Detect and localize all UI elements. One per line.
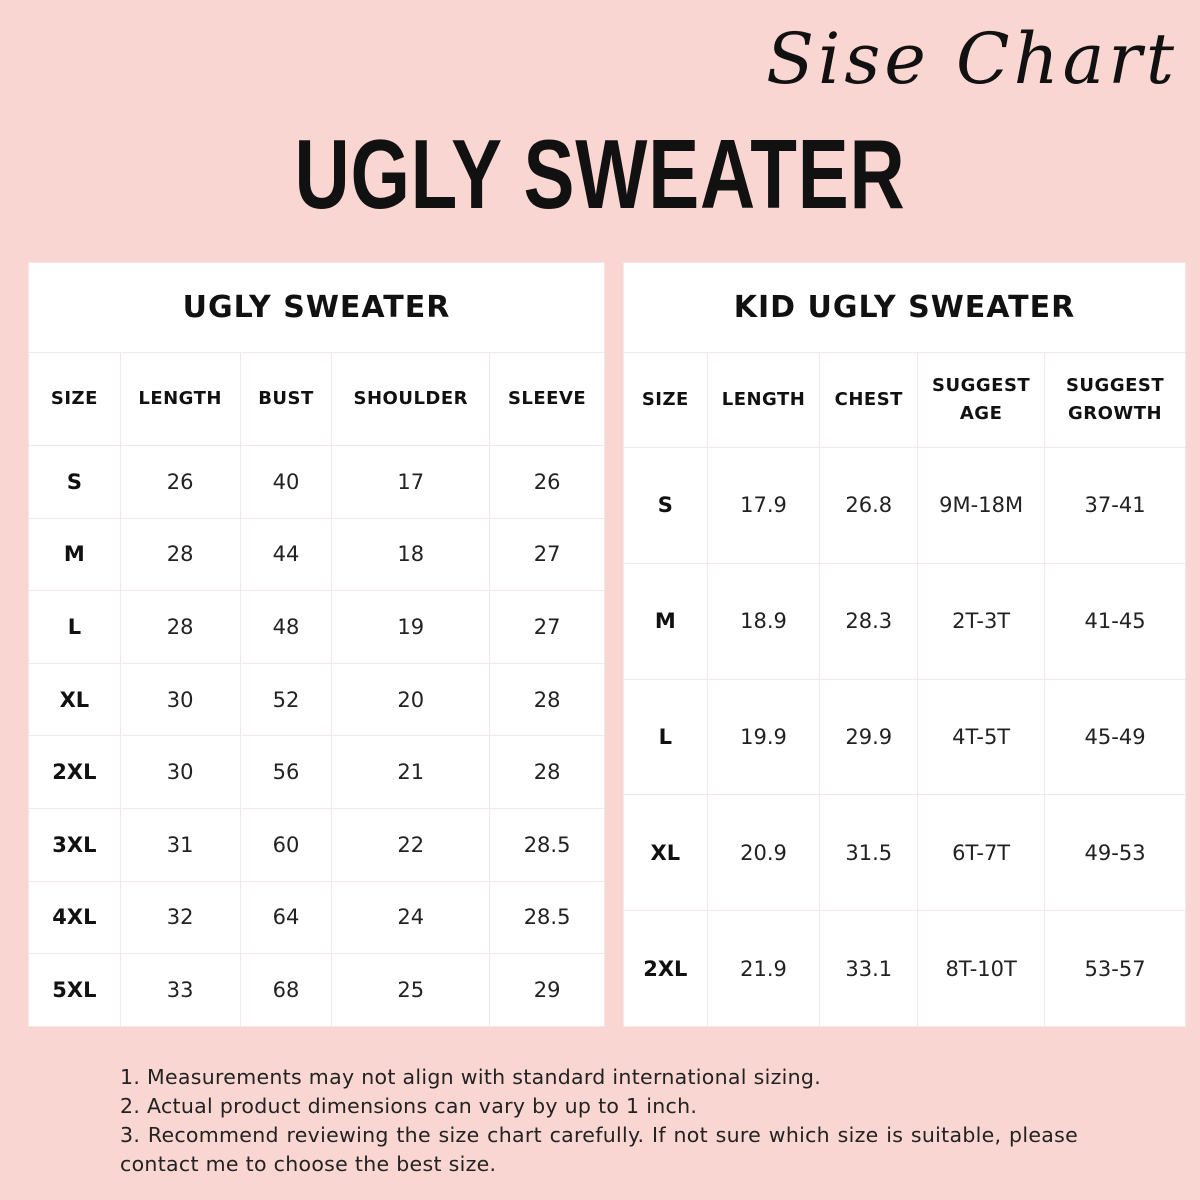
table-row: L 28 48 19 27: [28, 590, 605, 664]
value-cell: 22: [331, 807, 491, 882]
value-cell: 68: [239, 953, 333, 1027]
value-cell: 27: [489, 590, 605, 664]
value-cell: 31.5: [819, 794, 919, 912]
size-cell: L: [623, 678, 708, 796]
value-cell: 25: [331, 953, 491, 1027]
value-cell: 28.3: [819, 562, 919, 680]
note: 2. Actual product dimensions can vary by…: [120, 1094, 698, 1118]
value-cell: 21: [331, 735, 491, 809]
value-cell: 17: [331, 445, 491, 519]
value-cell: 6T-7T: [917, 794, 1046, 912]
value-cell: 49-53: [1044, 794, 1186, 912]
value-cell: 48: [239, 590, 333, 664]
value-cell: 21.9: [706, 910, 821, 1027]
column-header: SIZE: [28, 352, 121, 446]
size-cell: M: [623, 562, 708, 680]
value-cell: 19.9: [706, 678, 821, 796]
table-title: UGLY SWEATER: [28, 262, 605, 353]
column-header: SUGGEST AGE: [917, 352, 1046, 448]
table-row: XL 30 52 20 28: [28, 662, 605, 737]
size-cell: 2XL: [623, 910, 708, 1027]
size-chart-script-heading: Sise Chart: [766, 18, 1178, 100]
value-cell: 26: [489, 445, 605, 519]
column-header: BUST: [239, 352, 333, 446]
value-cell: 27: [489, 517, 605, 592]
value-cell: 4T-5T: [917, 678, 1046, 796]
value-cell: 60: [239, 807, 333, 882]
value-cell: 44: [239, 517, 333, 592]
table-row: L 19.9 29.9 4T-5T 45-49: [623, 678, 1186, 796]
value-cell: 28: [489, 662, 605, 737]
value-cell: 37-41: [1044, 447, 1186, 564]
column-header: SUGGEST GROWTH: [1044, 352, 1186, 448]
size-cell: L: [28, 590, 121, 664]
value-cell: 29.9: [819, 678, 919, 796]
table-row: 2XL 21.9 33.1 8T-10T 53-57: [623, 910, 1186, 1027]
value-cell: 28: [119, 517, 241, 592]
table-title: KID UGLY SWEATER: [623, 262, 1186, 353]
value-cell: 45-49: [1044, 678, 1186, 796]
value-cell: 40: [239, 445, 333, 519]
column-header: SIZE: [623, 352, 708, 448]
size-cell: XL: [623, 794, 708, 912]
value-cell: 17.9: [706, 447, 821, 564]
column-header: SLEEVE: [489, 352, 605, 446]
table-row: S 17.9 26.8 9M-18M 37-41: [623, 447, 1186, 564]
value-cell: 52: [239, 662, 333, 737]
column-header: SHOULDER: [331, 352, 491, 446]
value-cell: 30: [119, 662, 241, 737]
value-cell: 29: [489, 953, 605, 1027]
value-cell: 64: [239, 880, 333, 955]
size-cell: XL: [28, 662, 121, 737]
value-cell: 56: [239, 735, 333, 809]
value-cell: 28.5: [489, 807, 605, 882]
value-cell: 32: [119, 880, 241, 955]
column-header: LENGTH: [119, 352, 241, 446]
kid-size-table: KID UGLY SWEATER SIZE LENGTH CHEST SUGGEST …: [623, 262, 1186, 1027]
value-cell: 9M-18M: [917, 447, 1046, 564]
value-cell: 41-45: [1044, 562, 1186, 680]
table-row: 5XL 33 68 25 29: [28, 953, 605, 1027]
value-cell: 24: [331, 880, 491, 955]
notes: 1. Measurements may not align with stand…: [120, 1063, 1078, 1179]
adult-size-table: UGLY SWEATER SIZE LENGTH BUST SHOULDER SLEEV…: [28, 262, 605, 1027]
value-cell: 28.5: [489, 880, 605, 955]
note: 1. Measurements may not align with stand…: [120, 1065, 822, 1089]
value-cell: 2T-3T: [917, 562, 1046, 680]
value-cell: 19: [331, 590, 491, 664]
size-cell: 4XL: [28, 880, 121, 955]
value-cell: 20: [331, 662, 491, 737]
note: 3. Recommend reviewing the size chart ca…: [120, 1123, 1078, 1176]
size-cell: 2XL: [28, 735, 121, 809]
value-cell: 26: [119, 445, 241, 519]
value-cell: 8T-10T: [917, 910, 1046, 1027]
table-row: M 18.9 28.3 2T-3T 41-45: [623, 562, 1186, 680]
column-header: LENGTH: [706, 352, 821, 448]
value-cell: 28: [489, 735, 605, 809]
table-row: M 28 44 18 27: [28, 517, 605, 592]
size-cell: 5XL: [28, 953, 121, 1027]
value-cell: 20.9: [706, 794, 821, 912]
value-cell: 18: [331, 517, 491, 592]
size-cell: S: [623, 447, 708, 564]
table-row: XL 20.9 31.5 6T-7T 49-53: [623, 794, 1186, 912]
table-row: S 26 40 17 26: [28, 445, 605, 519]
value-cell: 33: [119, 953, 241, 1027]
value-cell: 31: [119, 807, 241, 882]
value-cell: 28: [119, 590, 241, 664]
value-cell: 26.8: [819, 447, 919, 564]
table-row: 2XL 30 56 21 28: [28, 735, 605, 809]
page-title: UGLY SWEATER: [294, 119, 906, 229]
size-cell: 3XL: [28, 807, 121, 882]
size-cell: M: [28, 517, 121, 592]
value-cell: 18.9: [706, 562, 821, 680]
table-row: 3XL 31 60 22 28.5: [28, 807, 605, 882]
size-cell: S: [28, 445, 121, 519]
table-row: 4XL 32 64 24 28.5: [28, 880, 605, 955]
column-header: CHEST: [819, 352, 919, 448]
value-cell: 53-57: [1044, 910, 1186, 1027]
value-cell: 33.1: [819, 910, 919, 1027]
value-cell: 30: [119, 735, 241, 809]
